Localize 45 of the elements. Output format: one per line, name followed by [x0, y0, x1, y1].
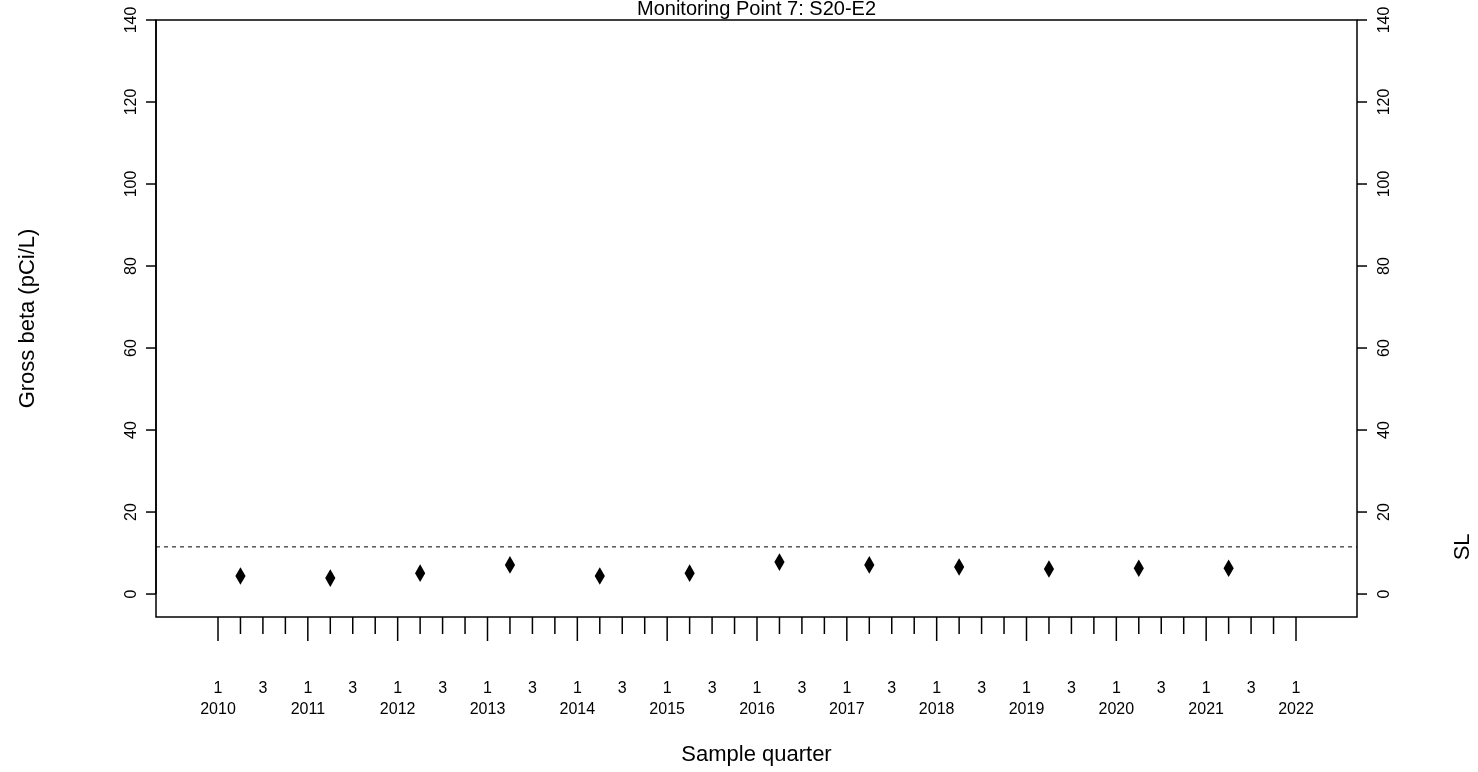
y-tick-label: 100: [122, 170, 139, 198]
x-tick-label: 1 2021: [1188, 679, 1225, 717]
x-tick-label: 1 2011: [290, 679, 326, 717]
x-tick-label: 1 2018: [918, 679, 955, 717]
y-axis-title: Gross beta (pCi/L): [14, 228, 39, 409]
x-tick-label: 1 2014: [559, 679, 596, 717]
x-tick-label: 1 2016: [739, 679, 775, 717]
x-tick-label: 1 2012: [379, 679, 416, 717]
y2-tick-label: 140: [1375, 6, 1392, 34]
x-tick-label: 3: [1246, 679, 1256, 696]
x-tick-label: 3: [1156, 679, 1166, 696]
y2-tick-label: 20: [1375, 503, 1392, 521]
y2-tick-label: 40: [1375, 421, 1392, 439]
y-tick-label: 60: [122, 339, 139, 357]
x-tick-label: 1 2019: [1008, 679, 1045, 717]
x-axis-title: Sample quarter: [681, 741, 832, 766]
y-tick-label: 20: [122, 503, 139, 521]
x-tick-label: 3: [348, 679, 358, 696]
x-tick-label: 3: [527, 679, 537, 696]
y2-tick-label: 100: [1375, 170, 1392, 198]
ref-line-label: SL: [1449, 533, 1474, 561]
x-tick-label: 3: [977, 679, 987, 696]
y-tick-label: 120: [122, 88, 139, 116]
x-tick-label: 1 2022: [1278, 679, 1314, 717]
x-tick-label: 1 2013: [469, 679, 506, 717]
y-tick-label: 80: [122, 257, 139, 275]
y2-tick-label: 80: [1375, 257, 1392, 275]
chart-title: Monitoring Point 7: S20-E2: [636, 0, 877, 19]
x-tick-label: 1 2010: [200, 679, 236, 717]
x-tick-label: 3: [617, 679, 627, 696]
x-tick-label: 3: [438, 679, 448, 696]
x-tick-label: 1 2020: [1098, 679, 1135, 717]
x-tick-label: 3: [797, 679, 807, 696]
y-tick-label: 40: [122, 421, 139, 439]
y2-tick-label: 0: [1375, 589, 1392, 599]
y-tick-label: 140: [122, 6, 139, 34]
x-tick-label: 3: [707, 679, 717, 696]
y-tick-label: 0: [122, 589, 139, 599]
x-tick-label: 3: [887, 679, 897, 696]
x-tick-label: 3: [258, 679, 268, 696]
y2-tick-label: 120: [1375, 88, 1392, 116]
x-tick-label: 1 2015: [649, 679, 686, 717]
x-tick-label: 1 2017: [829, 679, 865, 717]
y2-tick-label: 60: [1375, 339, 1392, 357]
x-tick-label: 3: [1066, 679, 1076, 696]
